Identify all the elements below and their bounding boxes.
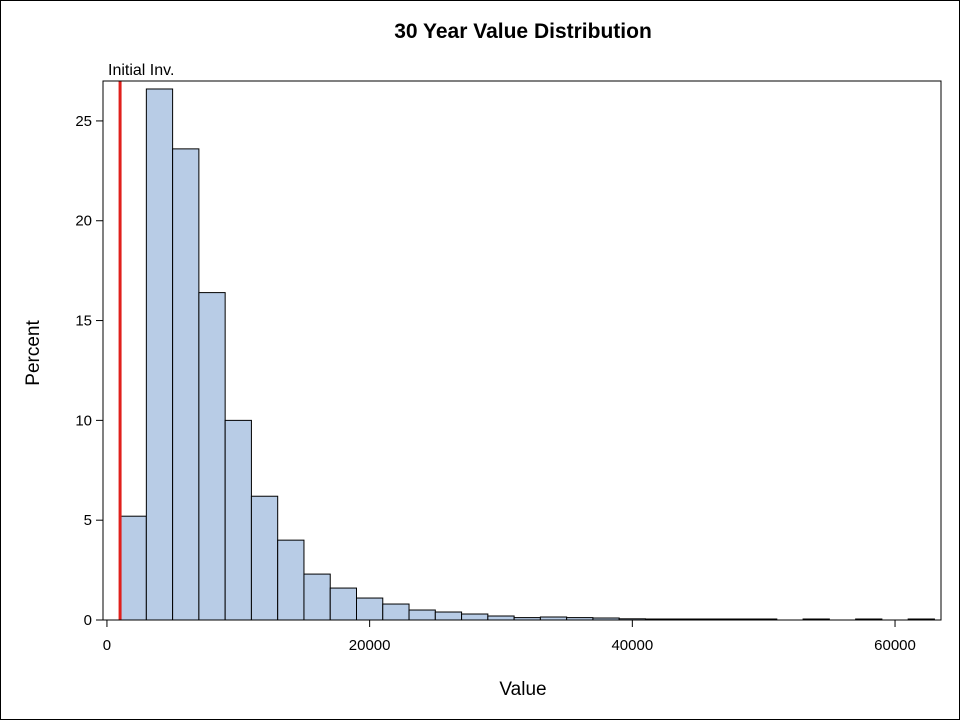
x-axis-label: Value — [499, 679, 546, 700]
y-tick-label: 20 — [75, 213, 92, 230]
histogram-bar — [303, 573, 331, 621]
histogram-bar — [119, 515, 147, 621]
histogram-bar — [224, 419, 252, 621]
x-tick-label: 0 — [103, 637, 111, 654]
reference-line-group: Initial Inv. — [108, 62, 174, 620]
histogram-bar — [408, 609, 436, 621]
y-tick-label: 0 — [84, 612, 92, 629]
y-tick-label: 10 — [75, 412, 92, 429]
histogram-bar — [487, 615, 515, 621]
histogram-bar — [382, 603, 410, 621]
initial-investment-label: Initial Inv. — [108, 62, 174, 79]
histogram-bar — [461, 613, 489, 621]
y-axis-label: Percent — [23, 320, 44, 386]
y-tick-label: 25 — [75, 113, 92, 130]
histogram-bar — [145, 88, 174, 621]
plot-area-border — [102, 80, 942, 621]
histogram-bar — [329, 587, 358, 621]
x-tick-label: 40000 — [611, 637, 653, 654]
y-tick-label: 15 — [75, 313, 92, 330]
y-axis-ticks: 0 5 10 15 20 25 — [75, 113, 103, 629]
histogram-bar — [198, 292, 226, 621]
x-tick-label: 60000 — [874, 637, 916, 654]
histogram-bars — [119, 88, 935, 621]
histogram-bar — [277, 539, 305, 621]
chart-title: 30 Year Value Distribution — [394, 20, 652, 43]
histogram-bar — [434, 611, 463, 621]
x-axis-ticks: 0 20000 40000 60000 — [103, 620, 916, 654]
y-tick-label: 5 — [84, 512, 92, 529]
x-tick-label: 20000 — [349, 637, 391, 654]
histogram-bar — [250, 495, 279, 621]
histogram-bar — [172, 148, 200, 621]
histogram-bar — [356, 597, 384, 621]
